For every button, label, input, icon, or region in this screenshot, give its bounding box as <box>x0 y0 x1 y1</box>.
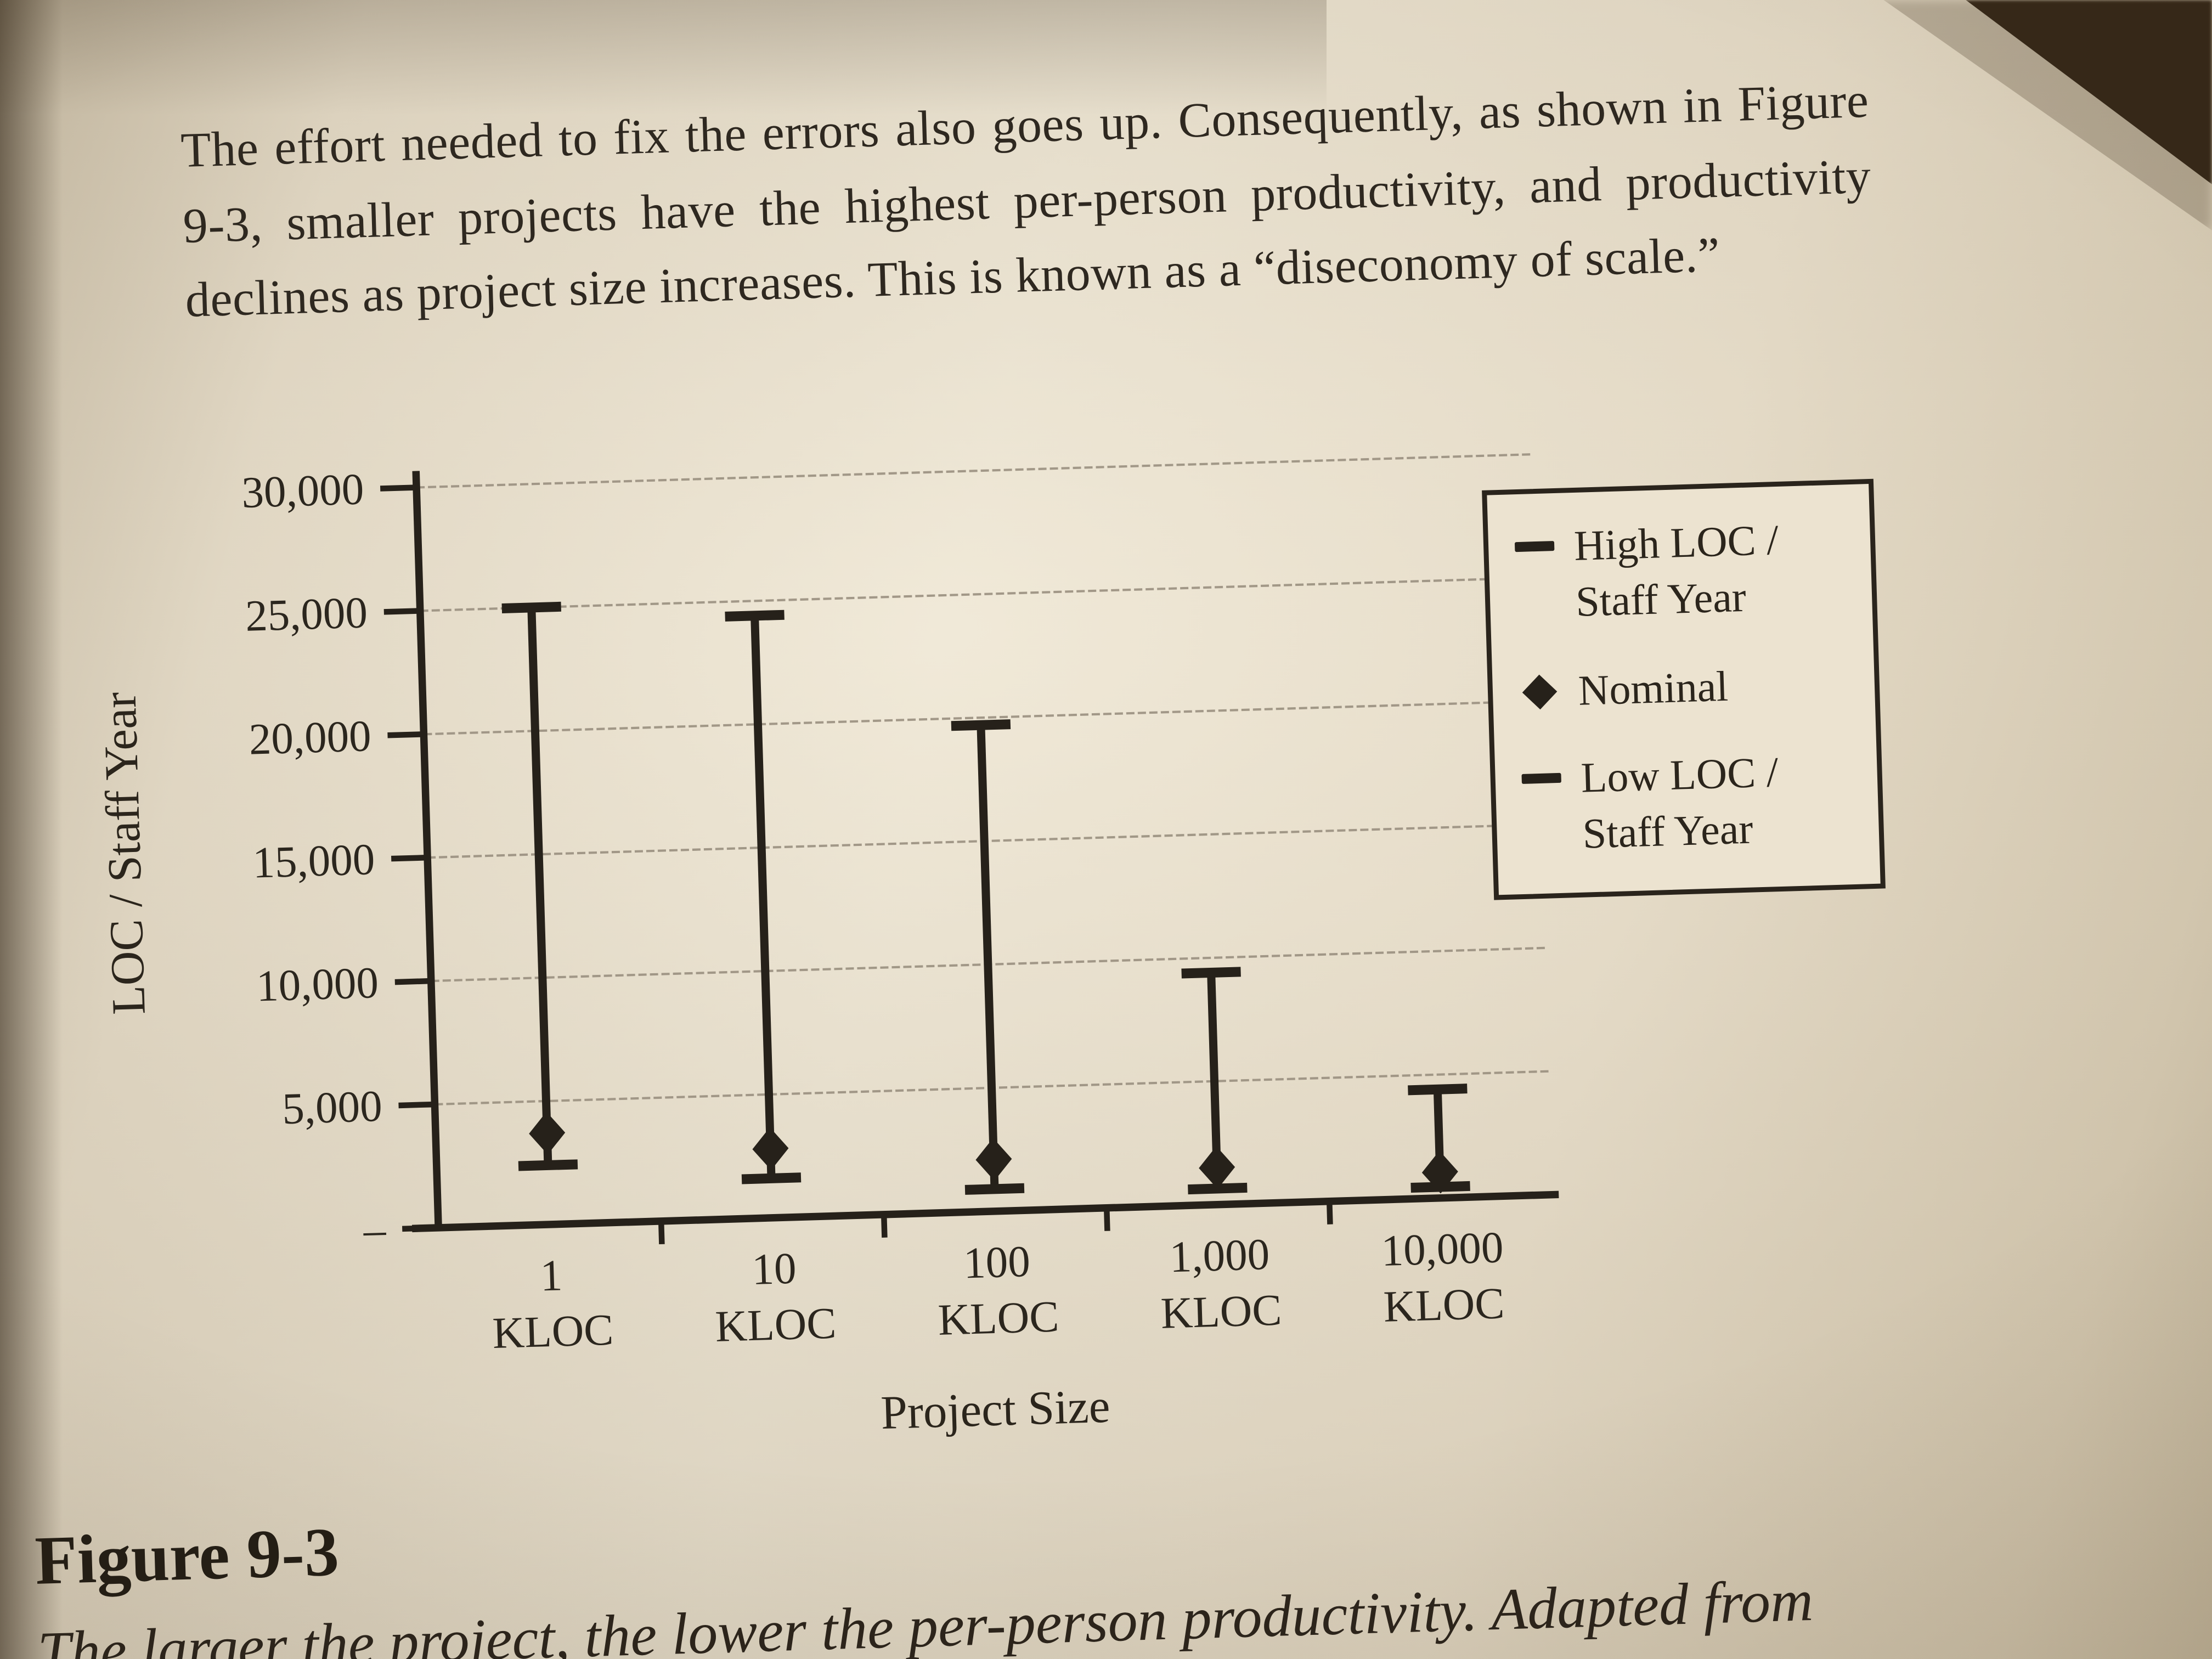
svg-text:1,000: 1,000 <box>1169 1229 1271 1282</box>
productivity-chart: –5,00010,00015,00020,00025,00030,0001KLO… <box>241 453 1559 1358</box>
svg-text:1: 1 <box>539 1250 563 1300</box>
svg-text:KLOC: KLOC <box>714 1299 837 1352</box>
figure-label: Figure 9-3 <box>33 1515 340 1600</box>
legend-item-low: Low LOC / Staff Year <box>1521 743 1857 865</box>
svg-text:30,000: 30,000 <box>241 464 364 517</box>
svg-text:KLOC: KLOC <box>492 1305 614 1358</box>
diamond-marker-icon <box>1522 674 1558 709</box>
legend-label-low: Low LOC / Staff Year <box>1580 749 1779 859</box>
svg-text:10,000: 10,000 <box>1380 1222 1504 1276</box>
y-axis-label: LOC / Staff Year <box>94 691 156 1015</box>
svg-text:–: – <box>362 1205 387 1255</box>
x-axis-label: Project Size <box>880 1380 1111 1441</box>
legend-item-high: High LOC / Staff Year <box>1514 511 1850 632</box>
svg-text:10,000: 10,000 <box>256 958 379 1011</box>
legend-label-high: High LOC / Staff Year <box>1573 516 1780 626</box>
legend-item-nominal: Nominal <box>1519 655 1853 720</box>
legend-label-nominal: Nominal <box>1577 662 1729 714</box>
svg-text:20,000: 20,000 <box>248 711 371 764</box>
svg-text:KLOC: KLOC <box>937 1291 1059 1345</box>
svg-text:5,000: 5,000 <box>281 1081 383 1133</box>
dash-marker-icon <box>1521 774 1562 785</box>
svg-text:KLOC: KLOC <box>1160 1285 1282 1338</box>
page-left-shadow <box>0 0 63 1659</box>
svg-text:25,000: 25,000 <box>245 588 368 641</box>
svg-text:100: 100 <box>963 1237 1031 1288</box>
svg-text:15,000: 15,000 <box>252 834 375 888</box>
dash-marker-icon <box>1514 541 1555 552</box>
page-top-shadow <box>0 0 1328 115</box>
svg-text:KLOC: KLOC <box>1383 1278 1505 1331</box>
chart-legend: High LOC / Staff Year Nominal Low LOC / … <box>1482 478 1886 900</box>
svg-text:10: 10 <box>751 1244 797 1294</box>
